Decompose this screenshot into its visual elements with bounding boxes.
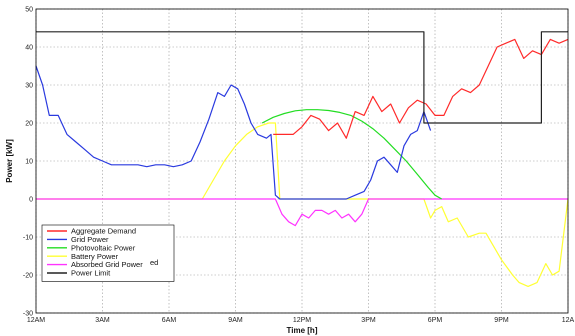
legend-label-battery-power: Battery Power <box>71 252 119 261</box>
y-tick-label: 40 <box>25 45 33 52</box>
y-tick-label: 20 <box>25 121 33 128</box>
series-line-power-limit <box>36 31 568 124</box>
series-line-absorbed-grid-power <box>36 198 568 227</box>
y-tick-label: 50 <box>25 7 33 14</box>
series-line-photovoltaic-power <box>261 109 442 200</box>
x-tick-label: 9AM <box>228 317 243 324</box>
x-tick-label: 3AM <box>95 317 110 324</box>
x-tick-labels: 12AM 3AM 6AM 9AM 12PM 3PM 6PM 9PM 12A <box>27 317 575 324</box>
x-tick-label: 12AM <box>27 317 45 324</box>
series-line-aggregate-demand <box>273 38 569 139</box>
y-tick-labels: -30 -20 -10 0 10 20 30 40 50 <box>23 7 33 318</box>
x-tick-label: 6AM <box>162 317 177 324</box>
series-line-grid-power <box>35 65 432 200</box>
y-tick-label: 0 <box>29 197 33 204</box>
y-tick-label: -10 <box>23 235 33 242</box>
legend-box <box>41 224 175 282</box>
x-tick-label: 12A <box>562 317 575 324</box>
y-axis-label: Power [kW] <box>5 139 14 183</box>
x-axis-label: Time [h] <box>287 326 318 335</box>
x-tick-label: 9PM <box>494 317 509 324</box>
x-tick-label: 12PM <box>293 317 311 324</box>
plot-frame <box>35 8 569 314</box>
series-line-battery-power <box>36 122 569 287</box>
legend-extra-text: ed <box>150 258 158 267</box>
y-tick-label: 30 <box>25 83 33 90</box>
x-tick-label: 3PM <box>361 317 376 324</box>
x-tick-label: 6PM <box>428 317 443 324</box>
legend-label-photovoltaic-power: Photovoltaic Power <box>71 243 136 252</box>
series-lines <box>35 31 569 287</box>
y-tick-label: -20 <box>23 273 33 280</box>
y-tick-label: 10 <box>25 159 33 166</box>
legend-label-absorbed-grid-power: Absorbed Grid Power <box>71 260 143 269</box>
y-tick-label: -30 <box>23 311 33 318</box>
legend-label-power-limit: Power Limit <box>71 269 111 278</box>
legend-label-aggregate-demand: Aggregate Demand <box>71 227 136 236</box>
legend-label-grid-power: Grid Power <box>71 235 109 244</box>
